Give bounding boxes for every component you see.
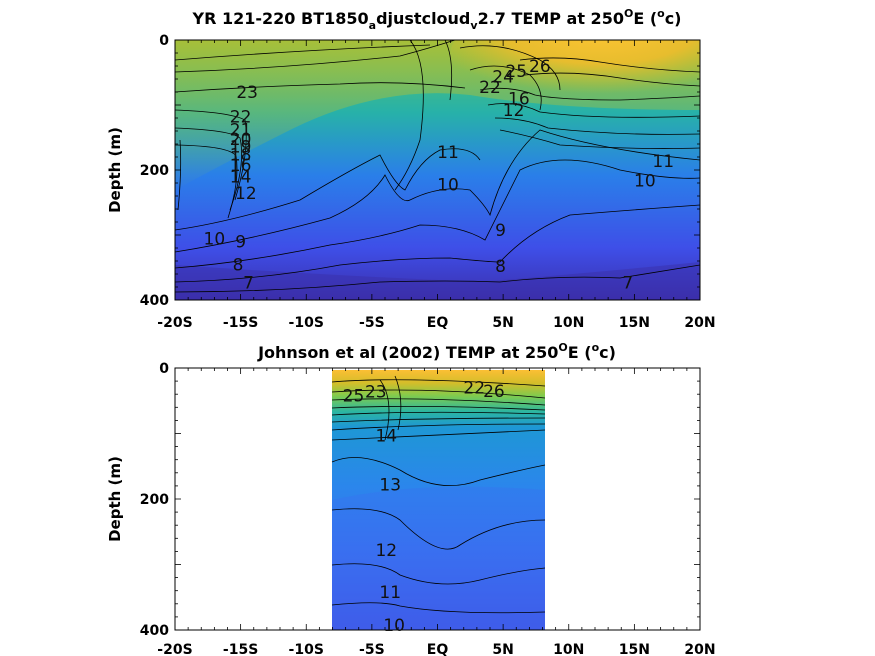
contour-label: 14 [375, 426, 397, 446]
x-tick-label: -10S [289, 642, 324, 656]
x-tick-label: 5N [492, 642, 513, 656]
title-supscript: o [657, 7, 665, 20]
y-tick-label: 0 [159, 33, 169, 49]
contour-label: 8 [495, 257, 506, 277]
contour-label: 26 [529, 57, 551, 77]
contour-label: 7 [622, 273, 633, 293]
observation-temperature-field [331, 370, 546, 630]
model-temperature-field [175, 40, 700, 300]
x-tick-label: 20N [684, 642, 715, 656]
contour-label: 22 [479, 78, 501, 98]
contour-label: 20 [230, 130, 252, 150]
y-tick-label: 400 [140, 623, 169, 639]
contour-label: 26 [483, 382, 505, 402]
model-y-axis-label: Depth (m) [106, 127, 124, 213]
contour-label: 22 [463, 379, 485, 399]
contour-label: 12 [503, 101, 525, 121]
model-x-axis: -20S -15S -10S -5S EQ 5N 10N 15N 20N [157, 40, 716, 331]
x-tick-label: 20N [684, 315, 715, 331]
contour-label: 19 [230, 138, 252, 158]
x-tick-label: -20S [157, 315, 192, 331]
contour-label: 25 [343, 387, 365, 407]
y-tick-label: 0 [159, 361, 169, 377]
model-panel: YR 121-220 BT1850adjustcloudv2.7 TEMP at… [106, 7, 716, 331]
x-tick-label: EQ [427, 315, 449, 331]
x-tick-label: 5N [492, 315, 513, 331]
contour-label: 11 [652, 152, 674, 172]
model-y-axis: 0 200 400 [140, 33, 700, 309]
x-tick-label: -15S [223, 315, 258, 331]
x-tick-label: 10N [553, 315, 584, 331]
contour-label: 23 [365, 383, 387, 403]
y-tick-label: 400 [140, 293, 169, 309]
contour-label: 13 [379, 476, 401, 496]
contour-label: 16 [508, 90, 530, 110]
title-subscript: v [470, 19, 478, 32]
x-tick-label: 15N [619, 315, 650, 331]
contour-label: 10 [634, 171, 656, 191]
x-tick-label: -15S [223, 642, 258, 656]
contour-label: 16 [230, 156, 252, 176]
x-tick-label: -5S [359, 315, 385, 331]
x-tick-label: -5S [359, 642, 385, 656]
observation-panel-title: Johnson et al (2002) TEMP at 250OE (oc) [257, 341, 616, 362]
contour-label: 23 [236, 83, 258, 103]
contour-label: 25 [505, 62, 527, 82]
contour-label: 10 [437, 175, 459, 195]
y-tick-label: 200 [140, 163, 169, 179]
contour-label: 24 [492, 67, 514, 87]
contour-label: 21 [230, 121, 252, 141]
contour-label: 10 [383, 616, 405, 636]
title-subscript: a [369, 19, 376, 32]
observation-x-axis: -20S -15S -10S -5S EQ 5N 10N 15N 20N [157, 368, 716, 656]
contour-label: 14 [230, 168, 252, 188]
contour-label: 8 [233, 255, 244, 275]
contour-label: 10 [204, 229, 226, 249]
x-tick-label: -20S [157, 642, 192, 656]
contour-label: 12 [235, 184, 257, 204]
observation-panel: Johnson et al (2002) TEMP at 250OE (oc) … [106, 341, 716, 656]
x-tick-label: 15N [619, 642, 650, 656]
contour-label: 12 [375, 541, 397, 561]
y-tick-label: 200 [140, 492, 169, 508]
observation-y-axis-label: Depth (m) [106, 456, 124, 542]
title-supscript: O [558, 341, 567, 354]
contour-label: 9 [495, 221, 506, 241]
contour-label: 9 [235, 233, 246, 253]
x-tick-label: EQ [427, 642, 449, 656]
model-panel-title: YR 121-220 BT1850adjustcloudv2.7 TEMP at… [192, 7, 682, 32]
contour-label: 18 [230, 145, 252, 165]
x-tick-label: 10N [553, 642, 584, 656]
contour-label: 11 [379, 583, 401, 603]
observation-y-axis: 0 200 400 [140, 361, 700, 639]
title-supscript: O [624, 7, 633, 20]
title-supscript: o [592, 341, 600, 354]
contour-label: 11 [437, 143, 459, 163]
x-tick-label: -10S [289, 315, 324, 331]
contour-label: 7 [243, 273, 254, 293]
contour-label: 22 [230, 108, 252, 128]
